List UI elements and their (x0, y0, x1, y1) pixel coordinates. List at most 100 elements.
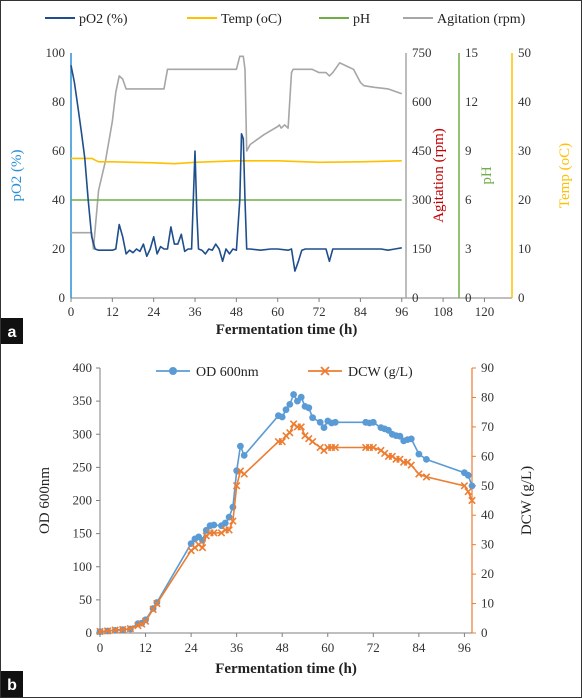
x-tick-label: 24 (185, 640, 199, 655)
x-tick-label: 48 (230, 304, 243, 319)
po2-tick-label: 80 (52, 94, 65, 109)
od-point (468, 482, 476, 490)
series-line-od (99, 392, 473, 633)
agitation-tick-label: 150 (412, 241, 432, 256)
dcw-point (225, 526, 233, 534)
dcw-point (198, 543, 207, 552)
panel-b-tag-bg (1, 671, 23, 697)
od-point (316, 418, 324, 426)
dcw-point (464, 487, 472, 496)
od-tick-label: 0 (86, 625, 93, 640)
series-line-agitation (71, 55, 403, 250)
panel-a-tag-bg (1, 318, 23, 344)
dcw-point (240, 470, 249, 478)
temp-tick-label: 20 (518, 192, 531, 207)
dcw-point (331, 443, 340, 452)
od-point (202, 526, 210, 534)
dcw-tick-label: 70 (481, 419, 494, 434)
x-tick-label: 60 (321, 640, 334, 655)
x-axis-title: Fermentation time (h) (216, 322, 358, 338)
panel-a-tag: a (8, 324, 17, 341)
dcw-tick-label: 90 (481, 360, 494, 375)
x-tick-label: 0 (97, 640, 104, 655)
od-point (221, 519, 229, 527)
legend-label-agitation: Agitation (rpm) (437, 12, 526, 27)
legend-label-po2: pO2 (%) (79, 12, 128, 27)
temp-axis-title: Temp (oC) (557, 143, 573, 208)
od-point (282, 406, 290, 414)
series-line-temp (71, 157, 402, 165)
dcw-tick-label: 0 (481, 625, 488, 640)
panel-b-tag: b (7, 677, 17, 694)
od-point (331, 418, 339, 426)
agitation-tick-label: 300 (412, 192, 432, 207)
agitation-tick-label: 600 (412, 94, 432, 109)
od-point (305, 404, 313, 412)
ph-axis-title: pH (479, 166, 495, 185)
dcw-point (103, 627, 112, 635)
x-tick-label: 120 (475, 304, 495, 319)
dcw-point (369, 443, 378, 452)
od-point (415, 450, 423, 458)
x-tick-label: 24 (147, 304, 161, 319)
x-tick-label: 108 (433, 304, 453, 319)
x-tick-label: 12 (139, 640, 152, 655)
od-tick-label: 200 (73, 493, 93, 508)
dcw-point (111, 626, 119, 634)
dcw-point (286, 429, 294, 437)
temp-tick-label: 10 (518, 241, 531, 256)
od-point (396, 432, 404, 440)
od-point (309, 414, 316, 422)
ph-tick-label: 9 (465, 143, 472, 158)
dcw-point (415, 470, 423, 478)
temp-tick-label: 40 (518, 94, 531, 109)
ph-tick-label: 12 (465, 94, 478, 109)
series-line-po2 (70, 65, 402, 272)
od-point (286, 401, 294, 408)
po2-tick-label: 20 (52, 241, 65, 256)
od-tick-label: 150 (73, 526, 93, 541)
ph-tick-label: 6 (465, 192, 472, 207)
od-point (290, 391, 297, 398)
agitation-axis-title: Agitation (rpm) (431, 128, 447, 223)
x-tick-label: 84 (354, 304, 368, 319)
legend-marker-od (169, 367, 177, 375)
od-tick-label: 50 (79, 592, 92, 607)
dcw-point (153, 599, 161, 608)
dcw-point (308, 437, 317, 446)
od-tick-label: 100 (73, 559, 93, 574)
x-tick-label: 72 (367, 640, 380, 655)
x-tick-label: 36 (189, 304, 203, 319)
po2-axis-title: pO2 (%) (9, 149, 25, 201)
temp-tick-label: 30 (518, 143, 531, 158)
legend-label-od: OD 600nm (196, 365, 259, 380)
x-tick-label: 36 (230, 640, 244, 655)
dcw-point (460, 482, 469, 490)
temp-tick-label: 50 (518, 45, 531, 60)
od-tick-label: 350 (73, 393, 93, 408)
od-point (297, 393, 305, 401)
dcw-point (278, 437, 286, 446)
x-tick-label: 72 (313, 304, 326, 319)
legend-marker-dcw (320, 366, 330, 376)
dcw-point (126, 624, 135, 633)
x-tick-label: 96 (395, 304, 409, 319)
dcw-tick-label: 30 (481, 537, 494, 552)
x-axis-title: Fermentation time (h) (215, 661, 357, 677)
dcw-point (96, 627, 104, 636)
dcw-point (141, 617, 150, 625)
ph-tick-label: 0 (465, 290, 472, 305)
panel-b-chart: 0 12 24 36 48 60 72 84 96 Fermentation time (h) 0 5… (1, 360, 535, 697)
od-point (237, 442, 244, 450)
dcw-tick-label: 10 (481, 596, 494, 611)
od-point (407, 435, 415, 443)
dcw-point (422, 473, 431, 481)
po2-tick-label: 100 (46, 45, 66, 60)
legend-label-temp: Temp (oC) (221, 12, 282, 27)
od-tick-label: 250 (73, 459, 93, 474)
dcw-tick-label: 50 (481, 478, 494, 493)
dcw-tick-label: 60 (481, 448, 494, 463)
temp-tick-label: 0 (518, 290, 525, 305)
x-tick-label: 60 (271, 304, 284, 319)
